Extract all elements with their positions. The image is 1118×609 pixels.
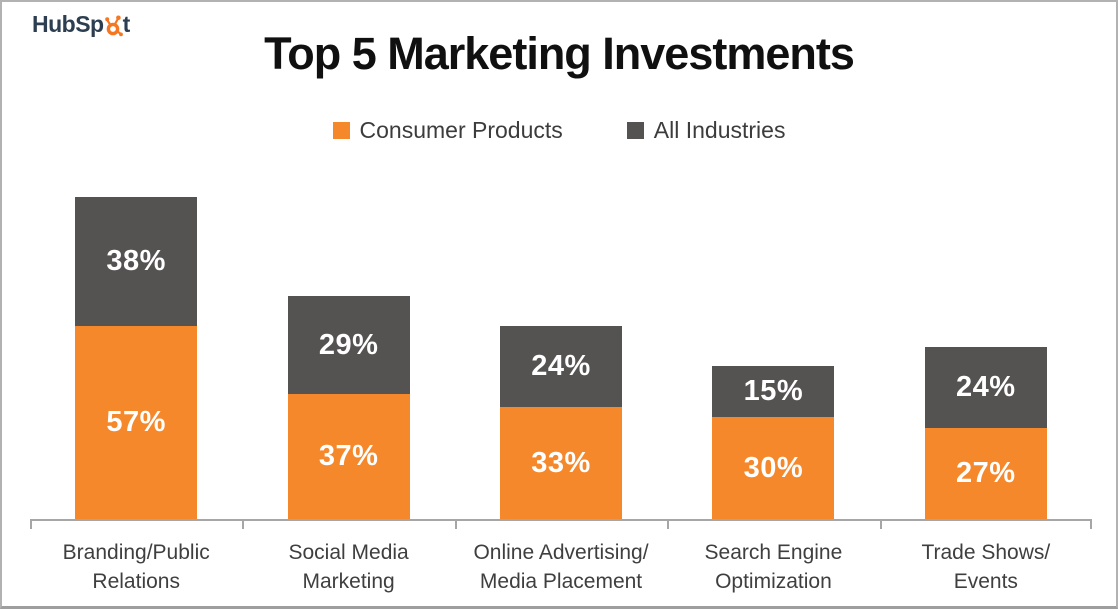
bar-social-media-marketing: 29% 37%	[287, 296, 410, 519]
legend-label-all-industries: All Industries	[653, 117, 786, 143]
category-label-search-engine-optimization: Search Engine Optimization	[667, 538, 879, 596]
category-label-line: Optimization	[715, 570, 832, 593]
category-label-line: Branding/Public	[62, 541, 210, 564]
category-label-online-advertising-media-placement: Online Advertising/Media Placement	[455, 538, 667, 596]
bar-segment-all-industries: 15%	[712, 366, 835, 417]
bar-segment-all-industries: 38%	[75, 197, 198, 326]
category-label-line: Events	[953, 570, 1018, 593]
bar-value-label: 24%	[531, 350, 591, 382]
legend-label-consumer-products: Consumer Products	[359, 117, 563, 143]
bar-segment-consumer-products: 57%	[75, 326, 198, 519]
bar-value-label: 24%	[956, 371, 1016, 403]
category-label-line: Online Advertising/	[473, 541, 649, 564]
axis-tick	[667, 519, 669, 529]
plot-area: 38% 57% 29% 37% 24% 33% 15% 30% 24% 27%	[30, 2, 1092, 519]
bar-value-label: 38%	[106, 245, 166, 277]
axis-tick	[1090, 519, 1092, 529]
axis-tick	[30, 519, 32, 529]
bar-value-label: 30%	[743, 451, 804, 484]
category-label-line: Trade Shows/	[921, 541, 1051, 564]
bar-trade-shows-events: 24% 27%	[924, 347, 1047, 519]
category-label-branding-public-relations: Branding/Public Relations	[30, 538, 242, 596]
bar-segment-consumer-products: 30%	[712, 417, 835, 519]
chart-legend: Consumer Products All Industries	[2, 117, 1116, 144]
bar-segment-consumer-products: 27%	[924, 428, 1047, 519]
logo-text-right: t	[122, 11, 131, 37]
chart-title: Top 5 Marketing Investments	[264, 28, 855, 79]
hubspot-sprocket-icon	[104, 15, 123, 37]
category-label-trade-shows-events: Trade Shows/Events	[880, 538, 1092, 596]
axis-tick	[242, 519, 244, 529]
category-label-line: Social Media	[288, 541, 409, 564]
bar-value-label: 15%	[743, 375, 804, 407]
category-labels: Branding/Public Relations Social Media Mark…	[30, 538, 1092, 596]
legend-item-consumer-products: Consumer Products	[332, 117, 563, 144]
legend-item-all-industries: All Industries	[626, 117, 786, 144]
axis-tick	[880, 519, 882, 529]
logo-text-left: HubSp	[32, 11, 104, 37]
category-label-line: Search Engine	[704, 541, 843, 564]
bar-online-advertising-media-placement: 24% 33%	[500, 326, 622, 519]
category-label-line: Relations	[92, 570, 180, 593]
category-label-line: Media Placement	[479, 570, 643, 593]
bar-value-label: 27%	[956, 457, 1016, 489]
bar-segment-consumer-products: 33%	[500, 407, 622, 519]
bar-search-engine-optimization: 15% 30%	[712, 366, 835, 519]
bar-branding-public-relations: 38% 57%	[75, 197, 198, 519]
bar-value-label: 57%	[106, 406, 166, 438]
bar-segment-consumer-products: 37%	[287, 394, 410, 519]
category-label-line: Marketing	[302, 570, 395, 593]
bar-segment-all-industries: 24%	[924, 347, 1047, 428]
bar-value-label: 33%	[531, 446, 591, 479]
bar-segment-all-industries: 29%	[287, 296, 410, 394]
x-axis-line	[30, 519, 1092, 529]
legend-swatch-consumer-products	[332, 122, 350, 139]
bar-segment-all-industries: 24%	[500, 326, 622, 407]
hubspot-logo: HubSp t	[32, 11, 130, 37]
axis-tick	[455, 519, 457, 529]
bar-value-label: 29%	[318, 328, 379, 361]
legend-swatch-all-industries	[626, 122, 644, 139]
category-label-social-media-marketing: Social Media Marketing	[242, 538, 454, 596]
bar-value-label: 37%	[318, 440, 379, 472]
